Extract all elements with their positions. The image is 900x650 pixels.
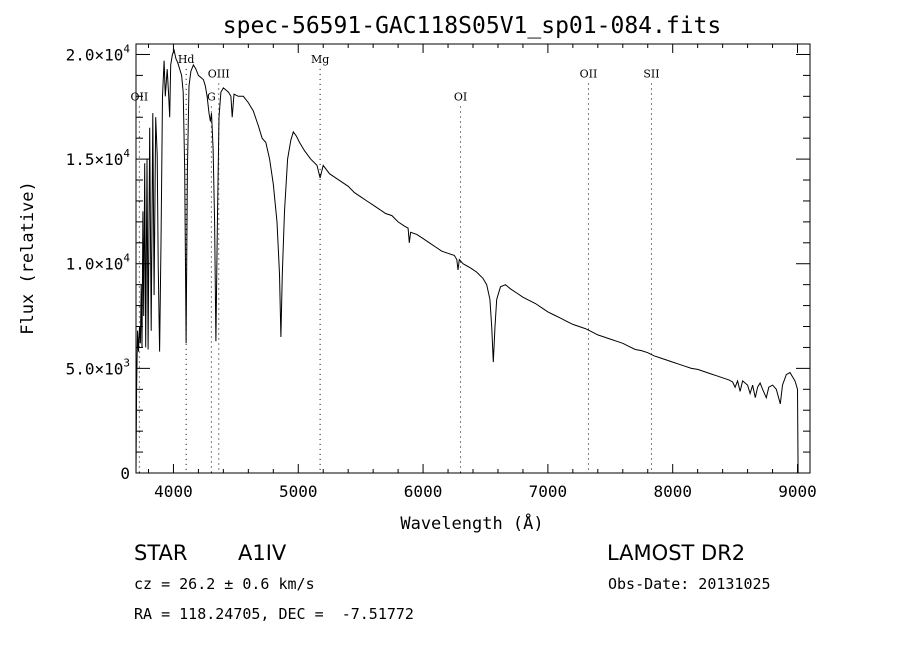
line-marker-label: OII <box>580 67 598 80</box>
line-marker-label: Mg <box>311 53 329 66</box>
y-axis-label: Flux (relative) <box>18 181 38 335</box>
x-tick-label: 7000 <box>529 482 568 501</box>
line-marker-label: OIII <box>208 67 230 80</box>
chart-title: spec-56591-GAC118S05V1_sp01-084.fits <box>223 13 722 39</box>
object-subclass: A1IV <box>238 541 287 565</box>
object-class: STAR <box>134 541 188 565</box>
line-marker-label: Hd <box>178 53 195 66</box>
line-marker-label: OII <box>131 91 149 104</box>
x-tick-label: 8000 <box>653 482 692 501</box>
line-marker-label: SII <box>643 67 659 80</box>
y-tick-label: 1.0×104 <box>66 252 131 274</box>
y-tick-label: 2.0×104 <box>66 42 131 64</box>
line-marker-label: OI <box>454 91 467 104</box>
y-tick-label: 5.0×103 <box>66 356 130 378</box>
x-tick-label: 4000 <box>154 482 193 501</box>
line-marker-label: G <box>207 91 216 104</box>
plot-frame <box>135 43 811 474</box>
y-tick-label: 0 <box>120 464 130 483</box>
spectrum-series-line <box>135 48 799 474</box>
x-axis-label: Wavelength (Å) <box>400 512 543 534</box>
axis-ticks: 4000 5000 6000 7000 8000 9000 0 5.0×103 1.0×104 1… <box>66 42 817 501</box>
obs-date: Obs-Date: 20131025 <box>608 575 771 593</box>
line-markers: OII Hd G OIII Mg OI OII SII <box>131 53 660 473</box>
redshift-info: cz = 26.2 ± 0.6 km/s <box>134 575 315 593</box>
x-tick-label: 5000 <box>279 482 318 501</box>
y-tick-label: 1.5×104 <box>66 147 131 169</box>
x-tick-label: 6000 <box>404 482 443 501</box>
coordinates: RA = 118.24705, DEC = -7.51772 <box>134 605 414 623</box>
survey-name: LAMOST DR2 <box>607 541 746 565</box>
x-tick-label: 9000 <box>778 482 817 501</box>
